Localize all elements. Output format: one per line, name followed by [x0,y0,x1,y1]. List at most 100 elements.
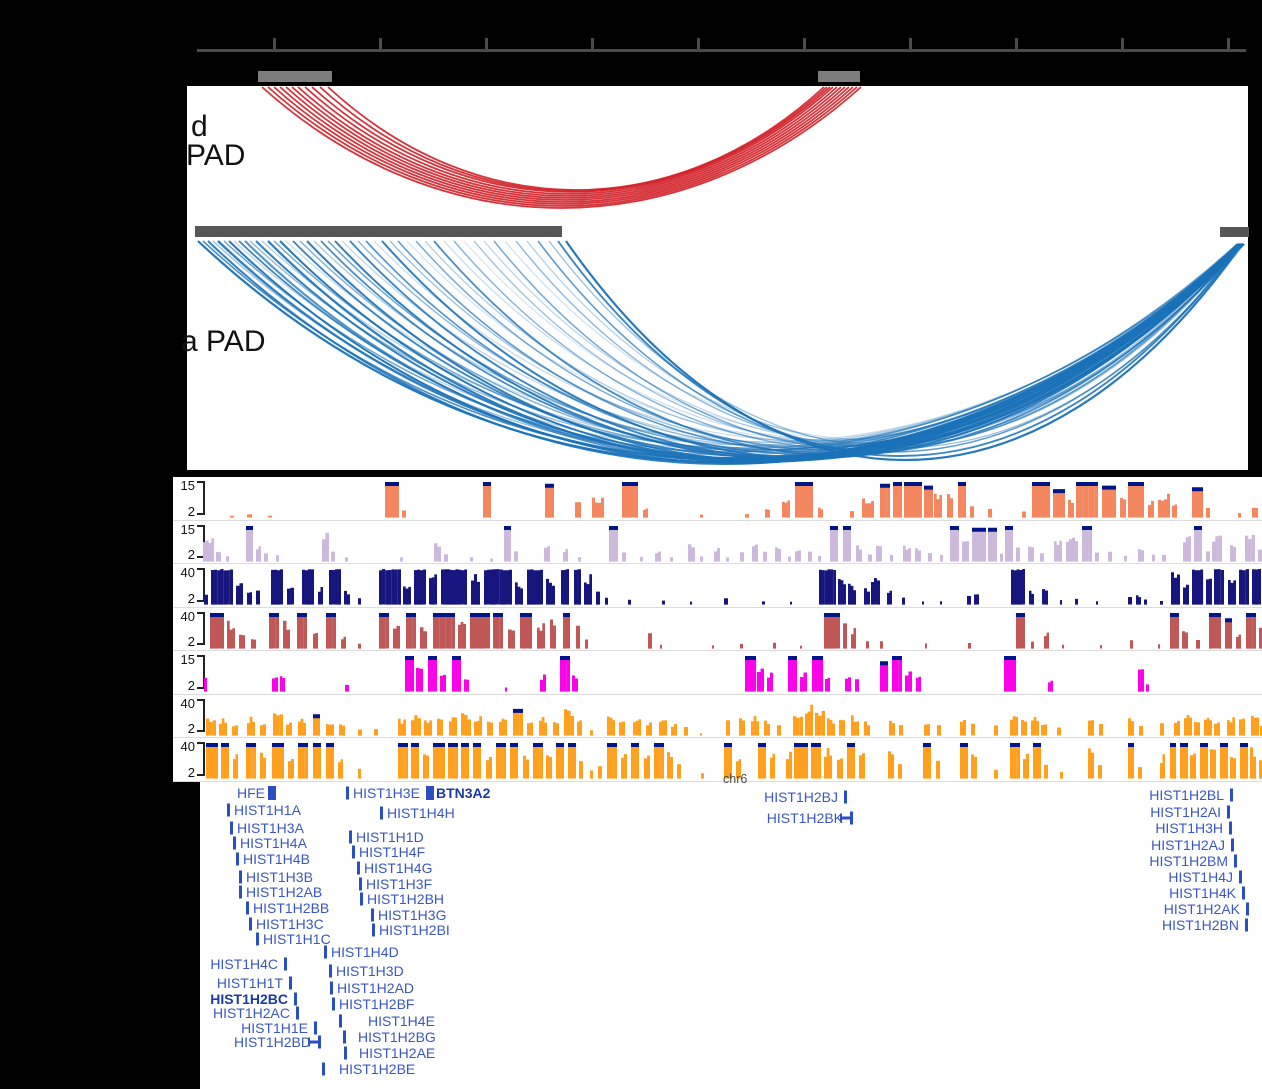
track-3-bars [204,569,1261,605]
gene-structure-icon [1226,805,1230,819]
track-1-clip-caps [385,482,1203,494]
gene-label: HIST1H3F [366,876,433,892]
axis-bracket [197,481,205,515]
blue-anchor-left [195,226,562,237]
gene-label: HIST1H2BM [1149,853,1228,869]
track-ymin-label: 2 [187,634,195,650]
track-2-clip-caps [246,525,1202,532]
gene-label: HIST1H3E [353,785,420,801]
track-separator [173,606,1262,608]
gene-structure-icon [321,1062,325,1076]
track-ymax-label: 40 [180,608,195,624]
track-2-signal [203,525,1262,562]
gene-label: HIST1H1D [356,829,424,845]
track-4-signal [210,612,1262,649]
gene-label: HIST1H4F [359,844,426,860]
ruler-tick [1121,38,1124,49]
track-ymin-label: 2 [187,765,195,780]
gene-label: HIST1H1C [263,931,331,947]
gene-label: HIST1H3G [378,907,447,923]
gene-label: HIST1H2AE [359,1045,436,1061]
gene-label: HIST1H2BH [367,891,445,907]
gene-structure-icon [313,1021,317,1035]
red-anchor-right [818,71,860,82]
axis-bracket [197,742,205,776]
gene-label: HIST1H2BE [339,1061,416,1077]
track-separator [173,781,1262,782]
gene-label: HIST1H4D [331,944,399,960]
gene-structure-icon [356,861,360,875]
gene-label: HIST1H3H [1155,820,1223,836]
gene-structure-icon [229,821,233,835]
ruler-tick [273,38,276,49]
gene-structure-icon [331,997,335,1011]
arc-panel [187,86,1248,470]
gene-structure-icon [283,957,287,971]
gene-label: HIST1H2BJ [764,789,838,805]
gene-label: HIST1H4H [387,805,455,821]
gene-label: HIST1H2AJ [1151,837,1225,853]
track-4-bars [210,612,1262,649]
gene-label: HIST1H2AI [1150,804,1221,820]
pad-label-top-line1: d [191,110,208,143]
gene-structure-icon [323,945,327,959]
track-separator [173,650,1262,652]
genomic-ruler [197,49,1246,52]
gene-structure-icon [1233,854,1237,868]
ruler-tick [485,38,488,49]
gene-structure-icon [1245,902,1249,916]
gene-structure-icon [843,790,847,804]
gene-structure-icon-part [842,816,850,819]
gene-label: HIST1H1T [216,975,283,991]
gene-label: HIST1H3D [336,963,404,979]
track-7-clip-caps [206,743,1248,748]
gene-label: HIST1H3A [237,820,304,836]
gene-structure-icon [1241,886,1245,900]
track-5-clip-caps [405,656,1016,666]
track-ymin-label: 2 [187,547,195,563]
pad-label-bottom: a PAD [181,325,266,358]
ruler-tick [379,38,382,49]
gene-structure-icon [370,908,374,922]
ruler-tick [909,38,912,49]
gene-structure-icon [342,1030,346,1044]
gene-structure-icon [232,836,236,850]
track-3-signal [204,569,1261,605]
track-separator [173,563,1262,565]
gene-structure-icon [345,786,349,800]
gene-structure-icon [359,892,363,906]
gene-label: HIST1H4A [240,835,307,851]
gene-label: HIST1H2BG [358,1029,436,1045]
gene-label: HIST1H4B [243,851,310,867]
track-5-signal [204,656,1149,692]
track-1-signal [230,482,1258,518]
track-ymax-label: 15 [180,478,195,493]
gene-label: HIST1H1E [241,1020,308,1036]
gene-label: HIST1H2AD [337,980,415,996]
gene-label: HIST1H4G [364,860,433,876]
track-separator [173,737,1262,739]
track-ymax-label: 15 [180,652,195,668]
gene-label: HIST1H1A [234,802,301,818]
gene-structure-icon [1238,870,1242,884]
ruler-tick [1227,38,1230,49]
gene-label: HIST1H2AC [212,1005,290,1021]
gene-structure-icon [338,1014,342,1028]
gene-label: HIST1H4J [1168,869,1233,885]
gene-structure-icon [343,1046,347,1060]
gene-label: HIST1H2BK [766,810,843,826]
pad-label-top-line2: PAD [186,139,246,172]
axis-bracket [197,611,205,646]
gene-structure-icon [288,976,292,990]
gene-label: HIST1H2BB [253,900,330,916]
gene-structure-icon [268,786,276,800]
gene-structure-icon [328,964,332,978]
track-7-signal [206,743,1262,780]
track-ymax-label: 40 [180,695,195,711]
track-6-signal [206,704,1262,736]
track-ymax-label: 40 [180,565,195,581]
gene-structure-icon [1230,838,1234,852]
gene-label: HIST1H3B [246,869,313,885]
gene-structure-icon [238,870,242,884]
gene-label: HIST1H2BF [339,996,415,1012]
